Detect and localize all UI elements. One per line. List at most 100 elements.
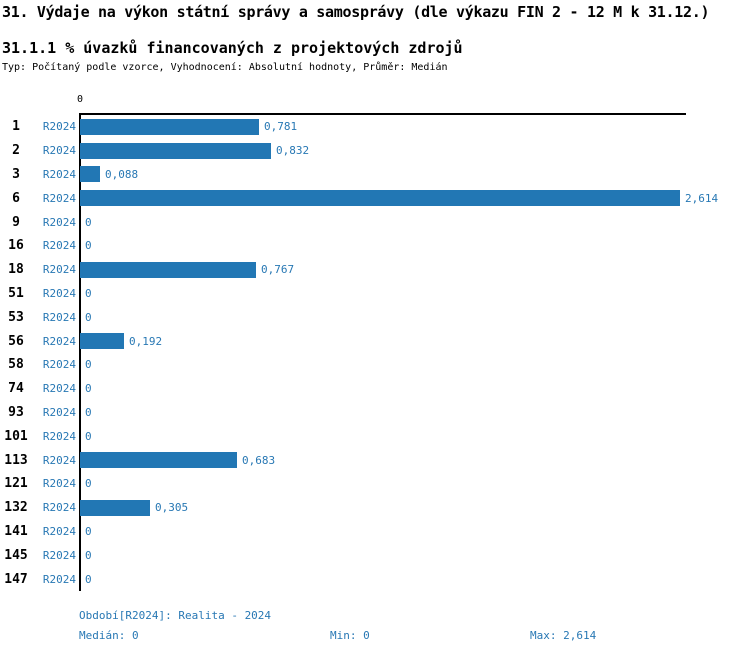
- value-label: 0: [85, 286, 92, 300]
- value-label: 0: [85, 524, 92, 538]
- value-label: 0: [85, 548, 92, 562]
- value-label: 0: [85, 405, 92, 419]
- bar-row-51: 51 R2024 0: [0, 282, 750, 306]
- bar: [80, 499, 150, 516]
- bar-row-9: 9 R2024 0: [0, 210, 750, 234]
- bar-row-101: 101 R2024 0: [0, 424, 750, 448]
- bar: [80, 118, 259, 135]
- category-label: 141: [4, 523, 28, 539]
- bar-row-58: 58 R2024 0: [0, 353, 750, 377]
- value-label: 0: [85, 572, 92, 586]
- value-label: 0,781: [264, 120, 298, 134]
- bar: [80, 261, 256, 278]
- category-label: 121: [4, 476, 28, 492]
- chart-meta-info: Typ: Počítaný podle vzorce, Vyhodnocení:…: [2, 62, 448, 73]
- bar: [80, 190, 680, 207]
- series-label: R2024: [42, 382, 76, 396]
- value-label: 0,192: [129, 334, 163, 348]
- category-label: 145: [4, 547, 28, 563]
- value-label: 0: [85, 477, 92, 491]
- series-label: R2024: [42, 524, 76, 538]
- category-label: 132: [4, 500, 28, 516]
- bar-row-74: 74 R2024 0: [0, 377, 750, 401]
- series-label: R2024: [42, 239, 76, 253]
- bar-row-132: 132 R2024 0,305: [0, 496, 750, 520]
- bar-chart-rows: 1 R2024 0,781 2 R2024 0,832 3 R2024 0,088 6 R2024 2…: [0, 115, 750, 591]
- series-label: R2024: [42, 144, 76, 158]
- bar-row-1: 1 R2024 0,781: [0, 115, 750, 139]
- value-label: 0: [85, 429, 92, 443]
- category-label: 1: [12, 119, 20, 135]
- category-label: 3: [12, 166, 20, 182]
- category-label: 9: [12, 214, 20, 230]
- category-label: 6: [12, 190, 20, 206]
- category-label: 2: [12, 143, 20, 159]
- median-stat: Medián: 0: [79, 629, 139, 642]
- bar-row-145: 145 R2024 0: [0, 543, 750, 567]
- series-label: R2024: [42, 477, 76, 491]
- y-axis-line: [79, 113, 81, 591]
- category-label: 74: [8, 381, 24, 397]
- chart-title: 31.1.1 % úvazků financovaných z projekto…: [2, 39, 463, 57]
- series-label: R2024: [42, 405, 76, 419]
- bar-row-18: 18 R2024 0,767: [0, 258, 750, 282]
- category-label: 93: [8, 404, 24, 420]
- value-label: 2,614: [685, 191, 719, 205]
- page-title: 31. Výdaje na výkon státní správy a samo…: [2, 3, 710, 21]
- series-label: R2024: [42, 572, 76, 586]
- value-label: 0: [85, 215, 92, 229]
- category-label: 113: [4, 452, 28, 468]
- category-label: 56: [8, 333, 24, 349]
- series-label: R2024: [42, 453, 76, 467]
- bar-row-53: 53 R2024 0: [0, 305, 750, 329]
- category-label: 147: [4, 571, 28, 587]
- value-label: 0: [85, 358, 92, 372]
- category-label: 58: [8, 357, 24, 373]
- value-label: 0,088: [105, 167, 139, 181]
- value-label: 0,683: [242, 453, 276, 467]
- bar-row-16: 16 R2024 0: [0, 234, 750, 258]
- bar-row-3: 3 R2024 0,088: [0, 163, 750, 187]
- bar: [80, 142, 271, 159]
- series-label: R2024: [42, 263, 76, 277]
- bar-row-2: 2 R2024 0,832: [0, 139, 750, 163]
- category-label: 16: [8, 238, 24, 254]
- value-label: 0: [85, 382, 92, 396]
- bar-row-121: 121 R2024 0: [0, 472, 750, 496]
- max-stat: Max: 2,614: [530, 629, 597, 642]
- category-label: 18: [8, 262, 24, 278]
- series-label: R2024: [42, 358, 76, 372]
- bar-row-147: 147 R2024 0: [0, 567, 750, 591]
- bar: [80, 452, 237, 469]
- bar-row-93: 93 R2024 0: [0, 401, 750, 425]
- bar: [80, 333, 124, 350]
- value-label: 0,832: [276, 144, 310, 158]
- series-label: R2024: [42, 286, 76, 300]
- series-label: R2024: [42, 310, 76, 324]
- value-label: 0: [85, 239, 92, 253]
- bar-row-141: 141 R2024 0: [0, 520, 750, 544]
- category-label: 51: [8, 285, 24, 301]
- min-stat: Min: 0: [330, 629, 370, 642]
- x-axis-line: [80, 113, 686, 115]
- category-label: 53: [8, 309, 24, 325]
- series-label: R2024: [42, 215, 76, 229]
- series-label: R2024: [42, 429, 76, 443]
- series-label: R2024: [42, 120, 76, 134]
- bar-row-6: 6 R2024 2,614: [0, 186, 750, 210]
- value-label: 0,305: [155, 501, 189, 515]
- series-label: R2024: [42, 548, 76, 562]
- bar: [80, 166, 100, 183]
- value-label: 0: [85, 310, 92, 324]
- series-label: R2024: [42, 334, 76, 348]
- bar-row-56: 56 R2024 0,192: [0, 329, 750, 353]
- period-legend: Období[R2024]: Realita - 2024: [79, 609, 272, 622]
- category-label: 101: [4, 428, 28, 444]
- series-label: R2024: [42, 501, 76, 515]
- value-label: 0,767: [261, 263, 295, 277]
- bar-row-113: 113 R2024 0,683: [0, 448, 750, 472]
- series-label: R2024: [42, 167, 76, 181]
- x-axis-tick-zero: 0: [76, 94, 84, 105]
- series-label: R2024: [42, 191, 76, 205]
